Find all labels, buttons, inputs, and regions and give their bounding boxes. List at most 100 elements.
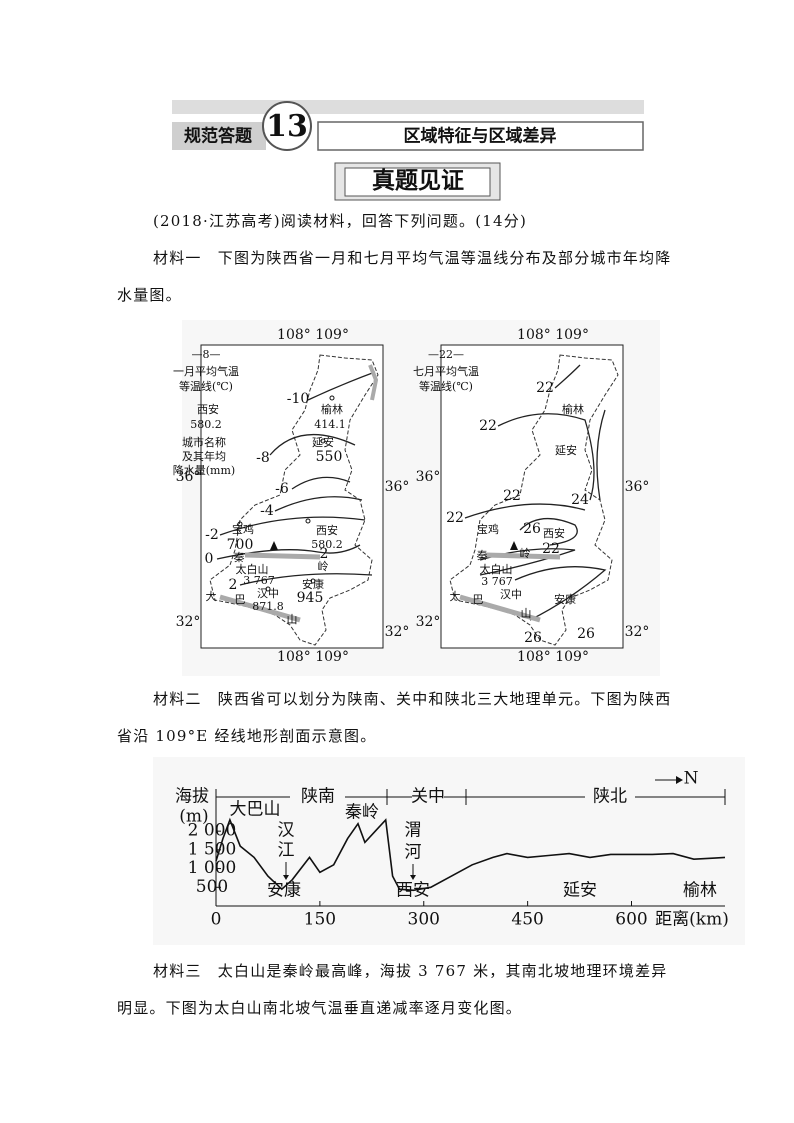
latitude-label: 32°: [625, 624, 650, 640]
paragraph: 材料三 太白山是秦岭最高峰，海拔 3 767 米，其南北坡地理环境差异明显。下图…: [117, 962, 668, 1017]
x-tick-label: 450: [511, 910, 543, 930]
place-label: 西安: [396, 881, 430, 901]
isotherm: [519, 518, 578, 546]
isotherm-label: 2: [229, 577, 238, 593]
x-tick-label: 300: [408, 910, 440, 930]
isotherm-label: 945: [297, 590, 324, 606]
peak-symbol: [270, 541, 278, 550]
isotherm-label: 0: [205, 551, 214, 567]
legend-text: 西安: [197, 402, 219, 416]
isotherm: [291, 476, 351, 490]
city-dot: [329, 395, 335, 401]
x-axis-label: 距离(km): [655, 910, 729, 930]
place-label: 秦: [477, 548, 488, 562]
place-label: 岭: [520, 546, 531, 560]
place-label: 延安: [555, 443, 577, 457]
place-label: 巴: [235, 593, 246, 606]
y-tick-label: 1 000: [188, 858, 237, 878]
place-label: 大: [450, 589, 461, 603]
place-label: 太白山: [480, 562, 513, 576]
longitude-label: 108° 109°: [517, 327, 589, 343]
place-label: 山: [287, 613, 298, 626]
isotherm-label: 22: [536, 380, 554, 396]
legend-text: —22—: [428, 348, 464, 361]
province-outline: [209, 354, 379, 646]
north-label: N: [684, 769, 699, 789]
isotherm-label: 22: [503, 488, 521, 504]
place-label: 秦岭: [345, 803, 379, 823]
city-dot: [237, 521, 243, 527]
latitude-label: 36°: [416, 469, 441, 485]
latitude-label: 36°: [385, 479, 410, 495]
x-tick-label: 0: [211, 910, 222, 930]
isotherm-label: 22: [542, 541, 560, 557]
isotherm-label: 700: [227, 537, 254, 553]
latitude-label: 32°: [176, 614, 201, 630]
isotherm-label: -10: [287, 391, 310, 407]
profile-background: [153, 757, 745, 945]
place-label: 榆林: [562, 402, 584, 416]
place-label: 580.2: [311, 538, 343, 551]
isotherm-label: 22: [479, 418, 497, 434]
place-label: 巴: [473, 593, 484, 606]
place-label: 秦: [234, 550, 245, 564]
map-labels: 108° 109° 108° 109° 36° 32° 36° 32° —8— 一月平均气温等…: [173, 327, 650, 665]
y-axis-label: 海拔: [175, 787, 209, 807]
isotherm: [307, 371, 376, 401]
place-label: 安康: [554, 592, 576, 606]
region-label: 陕南: [301, 787, 335, 807]
mountain-band: [244, 552, 321, 560]
place-label: 延安: [563, 881, 597, 901]
isotherm-label: 26: [523, 521, 541, 537]
place-label: 榆林: [683, 881, 717, 901]
header-title: 区域特征与区域差异: [404, 126, 557, 147]
city-dot: [265, 586, 271, 592]
place-label: 西安: [543, 526, 565, 540]
place-label: 3 767: [481, 575, 513, 588]
place-label: 河: [405, 843, 422, 863]
isotherm-label: -2: [205, 527, 219, 543]
place-label: 大巴山: [230, 800, 281, 820]
header-label: 规范答题: [184, 126, 253, 147]
latitude-label: 32°: [416, 614, 441, 630]
terrain-profile: [215, 817, 726, 892]
isotherm: [596, 409, 606, 501]
isotherm: [464, 503, 586, 519]
peak-symbol: [510, 541, 518, 550]
north-arrowhead: [676, 776, 683, 784]
legend-text: 城市名称: [182, 435, 226, 449]
header-label-box: [172, 122, 266, 150]
latitude-label: 32°: [385, 624, 410, 640]
x-tick-label: 150: [304, 910, 336, 930]
y-axis-label: (m): [179, 807, 208, 827]
paragraph: 材料二 陕西省可以划分为陕南、关中和陕北三大地理单元。下图为陕西省沿 109°E…: [117, 690, 672, 745]
place-label: 宝鸡: [477, 522, 499, 536]
place-label: 3 767: [243, 574, 275, 587]
longitude-label: 108° 109°: [277, 649, 349, 665]
mountain-band: [484, 552, 561, 560]
y-tick-label: 1 500: [188, 839, 237, 859]
region-label: 关中: [411, 787, 445, 807]
place-label: 延安: [312, 435, 334, 449]
paragraph: 材料一 下图为陕西省一月和七月平均气温等温线分布及部分城市年均降水量图。: [117, 249, 672, 304]
header-band: [172, 100, 644, 114]
x-tick-label: 600: [615, 910, 647, 930]
legend-text: 等温线(℃): [179, 379, 233, 393]
isotherm: [219, 516, 366, 536]
city-dot: [310, 578, 316, 584]
place-label: 江: [278, 841, 295, 861]
isotherm: [274, 496, 363, 512]
paragraph: (2018·江苏高考)阅读材料，回答下列问题。(14分): [153, 212, 528, 230]
legend-text: 降水量(mm): [173, 463, 235, 477]
place-label: 871.8: [252, 600, 284, 613]
mountain-band: [219, 594, 301, 623]
isotherm-label: -8: [256, 450, 270, 466]
isotherm-label: 26: [524, 630, 542, 646]
pointer-head: [283, 875, 289, 880]
section-title: 真题见证: [372, 167, 464, 194]
mountain-band: [459, 594, 541, 623]
place-label: 414.1: [314, 418, 346, 431]
place-label: 汉中: [257, 587, 279, 600]
